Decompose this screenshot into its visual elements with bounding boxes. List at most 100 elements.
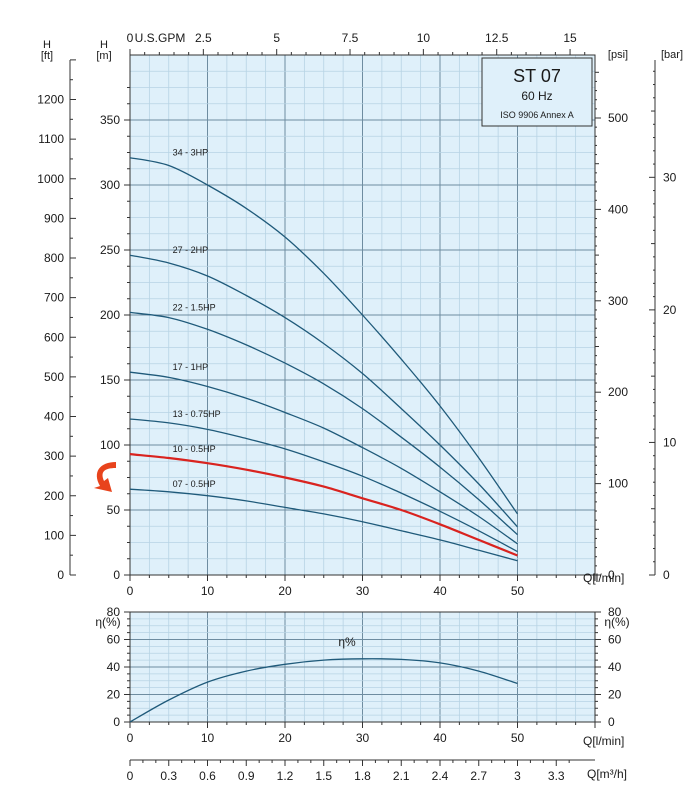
eff-q-tick-label: 20 xyxy=(278,731,292,745)
q-tick-label: 20 xyxy=(278,584,292,598)
m3h-tick-label: 2.7 xyxy=(470,769,487,783)
gpm-axis-label: U.S.GPM xyxy=(135,31,186,45)
m3h-tick-label: 3 xyxy=(514,769,521,783)
axis-pressure-bar: 0 10 20 30 xyxy=(649,60,677,582)
m3h-tick-label: 0.3 xyxy=(160,769,177,783)
gpm-tick-label: 10 xyxy=(417,31,431,45)
ft-tick-label: 700 xyxy=(44,291,64,305)
axis-flow-lmin-main: 0 10 20 30 40 50 xyxy=(127,575,596,598)
gpm-tick-label: 0 xyxy=(127,31,134,45)
m3h-tick-label: 3.3 xyxy=(548,769,565,783)
eff-right-tick-label: 20 xyxy=(608,688,622,702)
eff-left-tick-label: 60 xyxy=(107,633,121,647)
curve-34-3hp xyxy=(129,157,519,515)
m3h-tick-label: 0 xyxy=(127,769,134,783)
bar-tick-label: 10 xyxy=(663,435,677,449)
m-axis-label-h: H xyxy=(100,39,108,51)
m3h-tick-label: 1.2 xyxy=(277,769,294,783)
ft-tick-label: 1000 xyxy=(37,172,64,186)
eff-right-tick-label: 80 xyxy=(608,605,622,619)
eff-q-tick-label: 30 xyxy=(356,731,370,745)
psi-tick-label: 400 xyxy=(608,202,628,216)
main-x-axis-label: Q[l/min] xyxy=(583,571,624,585)
eff-left-tick-label: 40 xyxy=(107,660,121,674)
eff-q-tick-label: 40 xyxy=(433,731,447,745)
axis-flow-lmin-efficiency: 0 10 20 30 40 50 xyxy=(127,722,596,745)
psi-tick-label: 100 xyxy=(608,477,628,491)
gpm-tick-label: 2.5 xyxy=(195,31,212,45)
info-box: ST 07 60 Hz ISO 9906 Annex A xyxy=(481,57,593,127)
psi-tick-label: 300 xyxy=(608,294,628,308)
gpm-tick-label: 5 xyxy=(273,31,280,45)
m-tick-label: 300 xyxy=(100,178,120,192)
q-tick-label: 40 xyxy=(433,584,447,598)
m-tick-label: 0 xyxy=(113,568,120,582)
efficiency-curve xyxy=(129,658,518,723)
standard-label: ISO 9906 Annex A xyxy=(500,110,574,120)
curve-10-0-5hp xyxy=(129,453,518,557)
curve-label: 27 - 2HP xyxy=(173,245,209,255)
psi-tick-label: 500 xyxy=(608,111,628,125)
q-tick-label: 10 xyxy=(201,584,215,598)
axis-flow-gpm: 0 2.5 5 7.5 10 12.5 15 xyxy=(127,31,586,55)
axis-pressure-psi: 0 100 200 300 400 500 xyxy=(595,71,628,582)
curve-label: 22 - 1.5HP xyxy=(173,302,216,312)
head-curves xyxy=(129,157,519,562)
gpm-tick-label: 15 xyxy=(563,31,577,45)
eff-curve-label: η% xyxy=(338,635,356,649)
m3h-tick-label: 2.4 xyxy=(432,769,449,783)
highlight-arrow-icon xyxy=(94,462,116,492)
curve-label: 34 - 3HP xyxy=(173,148,209,158)
q-tick-label: 50 xyxy=(511,584,525,598)
m3h-tick-label: 0.6 xyxy=(199,769,216,783)
curve-07-0-5hp xyxy=(129,488,518,562)
curve-label: 07 - 0.5HP xyxy=(173,479,216,489)
bar-tick-label: 20 xyxy=(663,303,677,317)
axis-head-feet: 0 100 200 300 400 500 600 700 800 900 1000 1100 1200 xyxy=(37,59,76,582)
model-name: ST 07 xyxy=(513,66,561,86)
ft-axis-label-h: H xyxy=(43,39,51,51)
curve-17-1hp xyxy=(129,371,518,545)
eff-left-label: η(%) xyxy=(95,615,120,629)
axis-efficiency-left: 0 20 40 60 80 xyxy=(107,605,130,729)
curve-label: 10 - 0.5HP xyxy=(173,444,216,454)
psi-tick-label: 200 xyxy=(608,385,628,399)
ft-tick-label: 100 xyxy=(44,528,64,542)
q-tick-label: 30 xyxy=(356,584,370,598)
eff-right-tick-label: 60 xyxy=(608,633,622,647)
ft-axis-label-unit: [ft] xyxy=(41,50,53,62)
ft-tick-label: 0 xyxy=(57,568,64,582)
ft-tick-label: 800 xyxy=(44,251,64,265)
ft-tick-label: 600 xyxy=(44,330,64,344)
ft-tick-label: 200 xyxy=(44,489,64,503)
eff-right-tick-label: 40 xyxy=(608,660,622,674)
eff-q-tick-label: 50 xyxy=(511,731,525,745)
m-tick-label: 250 xyxy=(100,243,120,257)
eff-x-axis-label: Q[l/min] xyxy=(583,734,624,748)
bar-tick-label: 0 xyxy=(663,568,670,582)
psi-axis-label: [psi] xyxy=(608,49,628,61)
m-tick-label: 50 xyxy=(107,503,121,517)
curve-label: 13 - 0.75HP xyxy=(173,409,221,419)
m-tick-label: 150 xyxy=(100,373,120,387)
eff-left-tick-label: 20 xyxy=(107,688,121,702)
eff-right-label: η(%) xyxy=(604,615,629,629)
ft-tick-label: 500 xyxy=(44,370,64,384)
axis-flow-m3h: 0 0.3 0.6 0.9 1.2 1.5 1.8 2.1 2.4 2.7 3 3.3 xyxy=(127,759,595,783)
psi-tick-label: 0 xyxy=(608,568,615,582)
curve-13-0-75hp xyxy=(129,418,518,553)
info-box-frame xyxy=(481,57,593,127)
frequency-label: 60 Hz xyxy=(521,89,552,103)
eff-left-tick-label: 0 xyxy=(113,715,120,729)
curve-27-2hp xyxy=(129,254,518,528)
eff-left-tick-label: 80 xyxy=(107,605,121,619)
curve-label: 17 - 1HP xyxy=(173,362,209,372)
m-tick-label: 200 xyxy=(100,308,120,322)
m3h-tick-label: 2.1 xyxy=(393,769,410,783)
efficiency-curves xyxy=(129,658,518,723)
curve-labels: 34 - 3HP 27 - 2HP 22 - 1.5HP 17 - 1HP 13 - 0… xyxy=(173,148,221,490)
m3h-tick-label: 0.9 xyxy=(238,769,255,783)
gpm-tick-label: 7.5 xyxy=(342,31,359,45)
m-tick-label: 100 xyxy=(100,438,120,452)
